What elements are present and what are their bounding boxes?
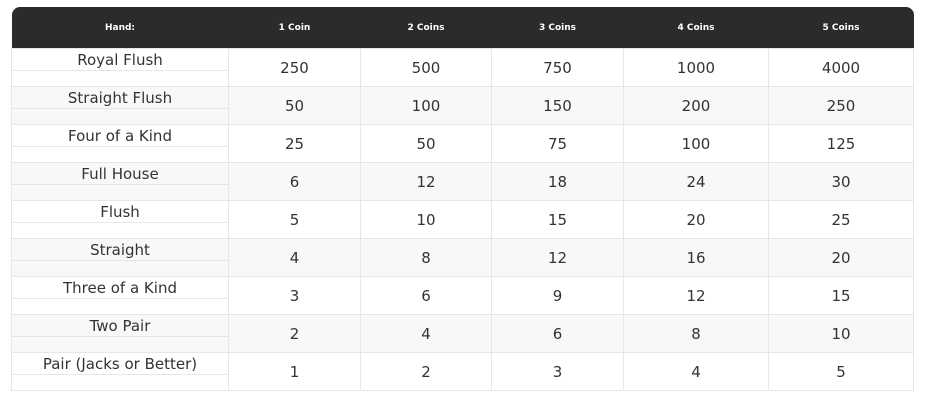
payout-cell: 8 <box>623 314 769 353</box>
payout-cell: 1 <box>228 352 361 391</box>
table-row: Two Pair 2 4 6 8 10 <box>11 314 914 353</box>
hand-name: Flush <box>12 203 228 223</box>
payout-cell: 20 <box>768 238 914 277</box>
payout-cell: 500 <box>360 48 492 87</box>
payout-cell: 15 <box>491 200 624 239</box>
payout-cell: 250 <box>228 48 361 87</box>
payout-cell: 200 <box>623 86 769 125</box>
hand-cell: Straight Flush <box>11 86 229 125</box>
payout-cell: 2 <box>228 314 361 353</box>
table-row: Straight 4 8 12 16 20 <box>11 238 914 277</box>
payout-cell: 15 <box>768 276 914 315</box>
payout-cell: 10 <box>768 314 914 353</box>
payout-cell: 30 <box>768 162 914 201</box>
payout-cell: 10 <box>360 200 492 239</box>
table-row: Full House 6 12 18 24 30 <box>11 162 914 201</box>
header-cell: 1 Coin <box>228 7 361 49</box>
hand-name: Pair (Jacks or Better) <box>12 355 228 375</box>
header-cell: 5 Coins <box>768 7 914 49</box>
payout-cell: 25 <box>228 124 361 163</box>
hand-cell: Three of a Kind <box>11 276 229 315</box>
table-row: Straight Flush 50 100 150 200 250 <box>11 86 914 125</box>
hand-name: Straight Flush <box>12 89 228 109</box>
payout-cell: 20 <box>623 200 769 239</box>
payout-cell: 25 <box>768 200 914 239</box>
payout-cell: 6 <box>491 314 624 353</box>
header-cell: 3 Coins <box>491 7 624 49</box>
payout-cell: 4000 <box>768 48 914 87</box>
hand-cell: Flush <box>11 200 229 239</box>
hand-name: Straight <box>12 241 228 261</box>
paytable: Hand: 1 Coin 2 Coins 3 Coins 4 Coins 5 Coins … <box>11 7 914 391</box>
payout-cell: 12 <box>623 276 769 315</box>
payout-cell: 3 <box>228 276 361 315</box>
payout-cell: 50 <box>228 86 361 125</box>
payout-cell: 6 <box>228 162 361 201</box>
table-row: Royal Flush 250 500 750 1000 4000 <box>11 48 914 87</box>
payout-cell: 4 <box>228 238 361 277</box>
payout-cell: 1000 <box>623 48 769 87</box>
hand-name: Two Pair <box>12 317 228 337</box>
payout-cell: 125 <box>768 124 914 163</box>
payout-cell: 12 <box>491 238 624 277</box>
payout-cell: 8 <box>360 238 492 277</box>
hand-cell: Full House <box>11 162 229 201</box>
payout-cell: 5 <box>768 352 914 391</box>
table-row: Pair (Jacks or Better) 1 2 3 4 5 <box>11 352 914 391</box>
payout-cell: 12 <box>360 162 492 201</box>
paytable-grid: Hand: 1 Coin 2 Coins 3 Coins 4 Coins 5 Coins … <box>11 7 914 391</box>
hand-cell: Pair (Jacks or Better) <box>11 352 229 391</box>
payout-cell: 18 <box>491 162 624 201</box>
hand-cell: Four of a Kind <box>11 124 229 163</box>
payout-cell: 4 <box>623 352 769 391</box>
table-row: Four of a Kind 25 50 75 100 125 <box>11 124 914 163</box>
payout-cell: 150 <box>491 86 624 125</box>
payout-cell: 16 <box>623 238 769 277</box>
header-row: Hand: 1 Coin 2 Coins 3 Coins 4 Coins 5 Coins <box>11 7 914 49</box>
table-row: Three of a Kind 3 6 9 12 15 <box>11 276 914 315</box>
hand-name: Four of a Kind <box>12 127 228 147</box>
payout-cell: 24 <box>623 162 769 201</box>
payout-cell: 100 <box>623 124 769 163</box>
payout-cell: 3 <box>491 352 624 391</box>
header-cell: Hand: <box>11 7 229 49</box>
table-row: Flush 5 10 15 20 25 <box>11 200 914 239</box>
payout-cell: 75 <box>491 124 624 163</box>
hand-name: Three of a Kind <box>12 279 228 299</box>
payout-cell: 750 <box>491 48 624 87</box>
table-header: Hand: 1 Coin 2 Coins 3 Coins 4 Coins 5 Coins <box>11 7 914 49</box>
header-cell: 2 Coins <box>360 7 492 49</box>
hand-cell: Straight <box>11 238 229 277</box>
payout-cell: 6 <box>360 276 492 315</box>
header-cell: 4 Coins <box>623 7 769 49</box>
hand-cell: Two Pair <box>11 314 229 353</box>
hand-cell: Royal Flush <box>11 48 229 87</box>
payout-cell: 4 <box>360 314 492 353</box>
payout-cell: 5 <box>228 200 361 239</box>
hand-name: Full House <box>12 165 228 185</box>
payout-cell: 50 <box>360 124 492 163</box>
hand-name: Royal Flush <box>12 51 228 71</box>
payout-cell: 9 <box>491 276 624 315</box>
payout-cell: 100 <box>360 86 492 125</box>
payout-cell: 250 <box>768 86 914 125</box>
payout-cell: 2 <box>360 352 492 391</box>
table-body: Royal Flush 250 500 750 1000 4000 Straight Flu… <box>11 48 914 391</box>
